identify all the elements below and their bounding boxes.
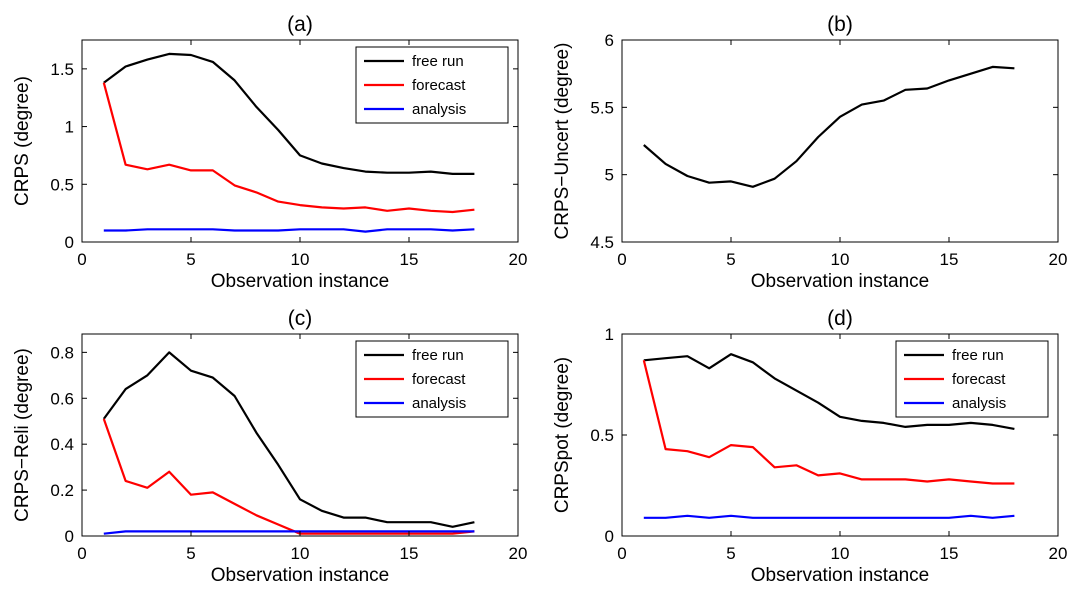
y-tick-label: 0.2 (50, 481, 74, 500)
y-axis-label: CRPSpot (degree) (552, 357, 573, 513)
x-tick-label: 15 (400, 544, 419, 563)
x-tick-label: 0 (617, 250, 626, 269)
y-tick-label: 0.6 (50, 389, 74, 408)
x-tick-label: 5 (186, 544, 195, 563)
y-tick-label: 1 (605, 325, 614, 344)
x-tick-label: 0 (77, 250, 86, 269)
legend-label: analysis (952, 395, 1006, 412)
x-axis-label: Observation instance (211, 565, 390, 586)
legend-label: forecast (952, 371, 1006, 388)
y-tick-label: 0 (65, 527, 74, 546)
axes-frame (621, 39, 1059, 243)
panel-3: 0 5 10 15 20 0 0.2 0.4 0.6 0.8 (c) Observation inst… (12, 307, 527, 586)
x-tick-label: 5 (726, 544, 735, 563)
y-axis-label: CRPS−Reli (degree) (12, 348, 33, 522)
x-axis-label: Observation instance (751, 565, 930, 586)
legend-label: forecast (412, 371, 466, 388)
legend-label: analysis (412, 395, 466, 412)
legend: free run forecast analysis (895, 340, 1049, 418)
series-line-1 (643, 65, 1015, 188)
x-tick-label: 15 (400, 250, 419, 269)
y-axis-label: CRPS (degree) (12, 76, 33, 206)
legend-label: forecast (412, 77, 466, 94)
series-lines (102, 351, 475, 535)
x-tick-label: 10 (831, 250, 850, 269)
legend-label: free run (952, 347, 1004, 364)
series-line-analysis (103, 228, 475, 233)
x-tick-label: 20 (1049, 544, 1068, 563)
panel-title: (d) (827, 307, 853, 330)
y-tick-label: 0 (65, 233, 74, 252)
x-axis-label: Observation instance (211, 271, 390, 292)
x-tick-label: 0 (77, 544, 86, 563)
y-tick-label: 1.5 (50, 60, 74, 79)
legend-label: free run (412, 53, 464, 70)
x-tick-label: 0 (617, 544, 626, 563)
series-line-analysis (643, 514, 1015, 519)
y-tick-label: 0 (605, 527, 614, 546)
x-tick-label: 15 (940, 250, 959, 269)
x-tick-label: 20 (509, 250, 528, 269)
panel-title: (c) (288, 307, 313, 330)
x-tick-label: 5 (726, 250, 735, 269)
series-lines (642, 353, 1015, 519)
series-line-free-run (103, 52, 475, 175)
y-axis-label: CRPS−Uncert (degree) (552, 43, 573, 240)
series-line-forecast (102, 418, 475, 535)
x-tick-label: 5 (186, 250, 195, 269)
panel-2: 0 5 10 15 20 4.5 5 5.5 6 (b) Observation instance C… (552, 13, 1067, 292)
y-tick-label: 6 (605, 31, 614, 50)
series-line-analysis (103, 530, 475, 535)
x-tick-label: 10 (291, 544, 310, 563)
series-line-forecast (642, 360, 1015, 485)
y-tick-label: 1 (65, 118, 74, 137)
y-tick-label: 4.5 (590, 233, 614, 252)
series-lines (102, 52, 475, 233)
y-tick-label: 0.8 (50, 343, 74, 362)
panel-4: 0 5 10 15 20 0 0.5 1 (d) Observation instance CRPS… (552, 307, 1067, 586)
panel-title: (b) (827, 13, 853, 36)
series-line-forecast (102, 82, 475, 214)
x-tick-label: 10 (831, 544, 850, 563)
legend: free run forecast analysis (355, 340, 509, 418)
legend-label: analysis (412, 101, 466, 118)
series-lines (643, 65, 1015, 188)
y-tick-label: 0.4 (50, 435, 74, 454)
y-tick-label: 0.5 (590, 426, 614, 445)
x-axis-label: Observation instance (751, 271, 930, 292)
legend-label: free run (412, 347, 464, 364)
x-tick-label: 20 (509, 544, 528, 563)
panel-1: 0 5 10 15 20 0 0.5 1 1.5 (a) Observation instance C… (12, 13, 527, 292)
legend: free run forecast analysis (355, 46, 509, 124)
x-tick-label: 20 (1049, 250, 1068, 269)
x-tick-label: 15 (940, 544, 959, 563)
x-tick-label: 10 (291, 250, 310, 269)
series-line-free-run (643, 353, 1015, 430)
y-tick-label: 5 (605, 166, 614, 185)
panel-title: (a) (287, 13, 313, 36)
series-line-free-run (102, 351, 475, 528)
y-tick-label: 5.5 (590, 98, 614, 117)
y-tick-label: 0.5 (50, 175, 74, 194)
